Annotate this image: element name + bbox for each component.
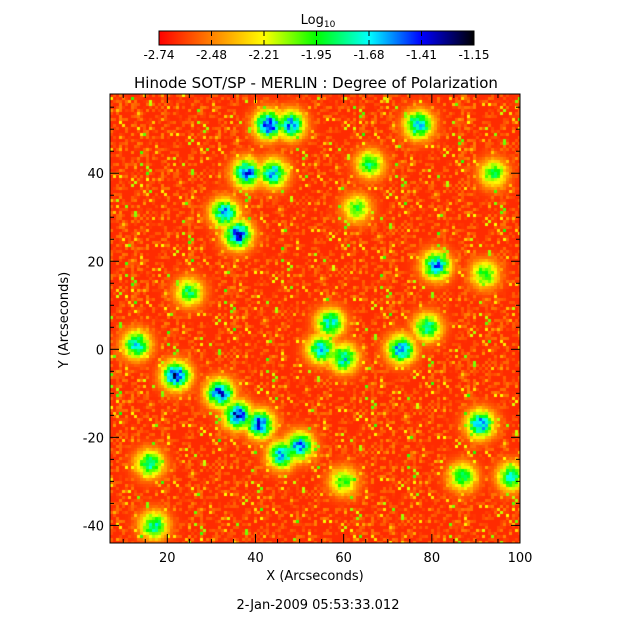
x-tick-label: 80 [424, 551, 441, 566]
x-axis-label: X (Arcseconds) [266, 569, 363, 584]
colorbar-ticks: -2.74 -2.48 -2.21 -1.95 -1.68 -1.41 -1.15 [143, 31, 490, 62]
x-tick-label: 20 [159, 551, 176, 566]
colorbar-tick: -1.95 [301, 31, 332, 62]
colorbar-label-base: Log [301, 13, 324, 28]
x-tick-label: 60 [335, 551, 352, 566]
plot-frame [109, 93, 521, 544]
colorbar-tick: -1.15 [458, 31, 490, 62]
timestamp: 2-Jan-2009 05:53:33.012 [237, 598, 400, 613]
colorbar-label: Log10 [301, 13, 336, 30]
y-tick-label: -20 [83, 431, 104, 446]
y-tick-label: 20 [87, 255, 104, 270]
colorbar-tick: -2.21 [248, 31, 280, 62]
y-axis-ticks: -40 -20 0 20 40 [83, 106, 520, 534]
x-tick-label: 100 [508, 551, 533, 566]
colorbar-tick-label: -1.15 [458, 48, 489, 62]
y-axis-label: Y (Arcseconds) [57, 272, 72, 369]
colorbar-tick-label: -2.74 [143, 48, 174, 62]
x-axis-ticks: 20 40 60 80 100 [122, 94, 533, 566]
heatmap-container [110, 94, 520, 543]
colorbar-tick-label: -2.21 [248, 48, 279, 62]
colorbar-tick-label: -2.48 [196, 48, 227, 62]
colorbar-tick: -2.48 [196, 31, 227, 62]
colorbar-tick: -1.68 [353, 31, 385, 62]
y-tick-label: -40 [83, 519, 104, 534]
x-tick-label: 40 [247, 551, 264, 566]
colorbar-tick-label: -1.41 [406, 48, 437, 62]
heatmap-image [110, 94, 520, 543]
chart-title: Hinode SOT/SP - MERLIN : Degree of Polar… [134, 74, 498, 92]
colorbar-tick-label: -1.95 [301, 48, 332, 62]
y-tick-label: 40 [87, 167, 104, 182]
y-tick-label: 0 [96, 343, 104, 358]
colorbar-label-sub: 10 [324, 20, 336, 30]
colorbar-tick: -1.41 [406, 31, 437, 62]
colorbar-tick-label: -1.68 [353, 48, 384, 62]
colorbar-tick: -2.74 [143, 31, 175, 62]
